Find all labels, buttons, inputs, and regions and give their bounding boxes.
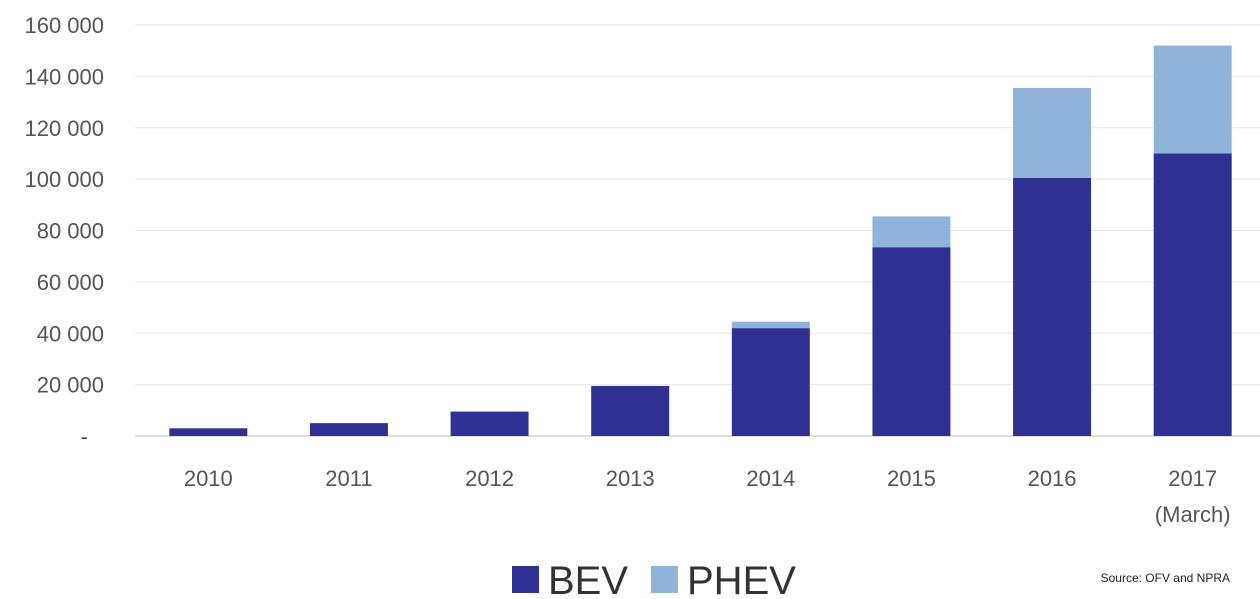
- legend-swatch-bev: [512, 566, 539, 593]
- y-tick-label: -: [81, 424, 88, 449]
- x-tick-label: 2011: [325, 466, 372, 491]
- y-tick-label: 80 000: [37, 219, 104, 244]
- x-tick-label: 2010: [184, 466, 233, 491]
- bar-phev-2015: [872, 216, 951, 248]
- bar-bev-2017: [1153, 153, 1232, 436]
- bar-bev-2015: [872, 247, 951, 436]
- x-tick-label: 2012: [465, 466, 514, 491]
- x-tick-label: 2016: [1028, 466, 1077, 491]
- bar-bev-2013: [591, 385, 670, 436]
- y-tick-label: 120 000: [24, 116, 104, 141]
- y-tick-label: 100 000: [24, 167, 104, 192]
- x-tick-label: 2013: [606, 466, 655, 491]
- y-tick-label: 140 000: [24, 64, 104, 89]
- bar-phev-2014: [731, 321, 810, 329]
- source-note: Source: OFV and NPRA: [1101, 571, 1230, 585]
- bars: [169, 45, 1232, 436]
- x-tick-label: 2015: [887, 466, 936, 491]
- bar-bev-2011: [309, 423, 388, 436]
- bar-phev-2017: [1153, 45, 1232, 154]
- legend: BEV PHEV: [512, 559, 796, 599]
- bar-bev-2012: [450, 411, 529, 436]
- y-tick-label: 160 000: [24, 13, 104, 38]
- bar-bev-2016: [1013, 177, 1092, 436]
- legend-swatch-phev: [651, 566, 678, 593]
- gridlines: [135, 24, 1260, 437]
- legend-label-phev: PHEV: [687, 559, 796, 599]
- y-tick-label: 40 000: [37, 321, 104, 346]
- y-tick-label: 60 000: [37, 270, 104, 295]
- y-tick-label: 20 000: [37, 373, 104, 398]
- bar-phev-2016: [1013, 87, 1092, 178]
- x-tick-label: 2014: [746, 466, 795, 491]
- bar-bev-2014: [731, 328, 810, 436]
- y-axis-ticks: - 20 000 40 000 60 000 80 000 100 000 120 000 1…: [24, 13, 104, 449]
- legend-label-bev: BEV: [548, 559, 628, 599]
- x-tick-label: 2017 (March): [1155, 466, 1231, 527]
- bar-bev-2010: [169, 428, 248, 436]
- x-axis-ticks: 2010 2011 2012 2013 2014 2015 2016 2017 (March): [184, 466, 1231, 527]
